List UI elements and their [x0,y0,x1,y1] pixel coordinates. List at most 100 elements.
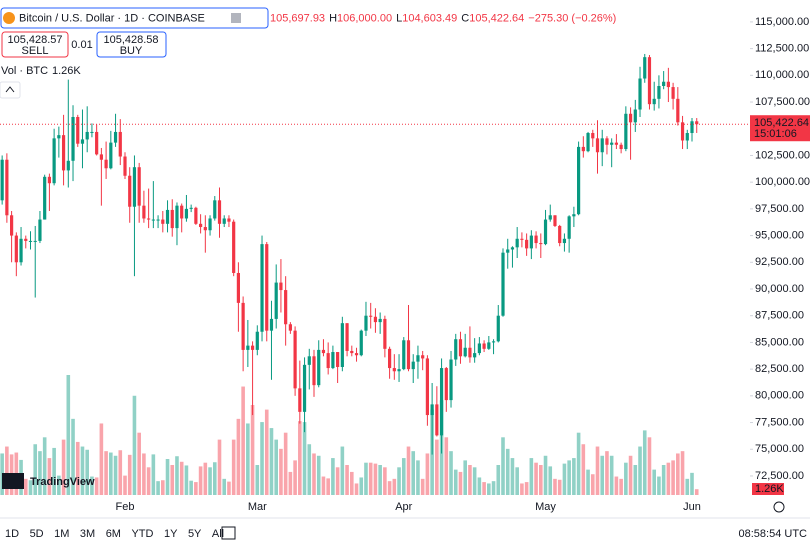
symbol-box[interactable] [0,7,269,29]
candle-body [666,81,670,88]
collapse-button[interactable] [0,81,21,99]
candle-body [180,205,184,219]
candle-body [80,139,85,144]
volume-bar [562,463,567,495]
candle-body [170,209,174,229]
candle-body [132,167,137,207]
candle-body [624,113,628,150]
candle-body [595,138,600,153]
candle-body [473,353,477,358]
candle-body [572,214,576,217]
volume-bar [170,465,175,495]
range-button[interactable]: 5D [30,528,44,540]
volume-bar [241,386,245,495]
range-button[interactable]: 5Y [188,528,202,540]
volume-bar [246,423,250,495]
buy-button[interactable] [96,31,167,58]
volume-bar [567,460,571,495]
candle-body [392,368,396,372]
candle-body [99,154,103,160]
candle-body [293,330,297,389]
candle-body [250,345,255,350]
volume-bar [52,447,56,495]
volume-bar [472,467,477,495]
range-button[interactable]: 1M [54,528,69,540]
volume-bar [312,453,316,495]
volume-legend: Vol · BTC [1,65,48,77]
range-button[interactable]: 1D [5,528,19,540]
candle-body [47,176,51,184]
y-tick-label: 95,000.00 [755,229,804,241]
volume-bar [274,439,278,495]
candle-body [525,239,529,249]
range-button[interactable]: 1Y [164,528,178,540]
volume-bar [283,432,288,495]
volume-bar [198,466,203,495]
volume-bar [487,483,491,495]
volume-bar [378,465,382,495]
candle-body [194,207,198,224]
candle-body [90,131,94,133]
volume-bar [690,472,694,495]
volume-bar [411,451,416,495]
y-tick-label: 87,500.00 [755,310,804,322]
candle-body [203,227,207,231]
volume-tag-label: 1.26K [755,483,784,495]
range-button[interactable]: All [212,528,224,540]
candle-body [383,318,387,349]
range-button[interactable]: 6M [106,528,121,540]
volume-bar [350,471,354,495]
sell-button[interactable] [1,31,69,58]
volume-bar [184,465,189,495]
y-tick-label: 102,500.00 [755,149,810,161]
candle-body [491,341,496,343]
volume-bar [406,446,411,495]
volume-bar [373,463,378,495]
candle-body [558,225,562,244]
date-range-icon[interactable] [221,526,236,540]
candle-body [633,109,637,123]
candle-body [458,339,463,357]
range-button[interactable]: YTD [131,528,153,540]
volume-bar [501,437,505,495]
candle-body [161,219,165,224]
logo-mark [2,473,24,489]
candle-body [539,243,543,245]
candle-body [444,368,448,401]
candle-body [652,98,656,105]
candle-body [454,339,458,360]
volume-bar [302,422,307,495]
volume-bar [104,451,108,495]
volume-bar [614,476,619,495]
volume-bar [250,405,255,495]
candle-body [600,138,604,153]
candle-body [246,345,250,350]
y-tick-label: 100,000.00 [755,176,810,188]
volume-bar [529,458,534,495]
candle-body [388,348,392,369]
volume-bar [368,462,373,495]
candle-body [496,315,500,342]
volume-layer [0,375,699,495]
last-price-tag [750,115,810,142]
volume-bar [600,455,605,495]
volume-bar [61,439,66,495]
volume-bar [231,439,236,495]
volume-bar [260,422,264,495]
settings-icon[interactable] [773,501,785,513]
candle-body [638,78,642,110]
candle-body [227,218,231,222]
candle-body [284,290,288,325]
volume-bar [694,489,699,495]
candle-body [156,219,160,221]
candle-body [326,353,330,369]
candle-body [123,156,127,176]
countdown: 15:01:06 [754,128,797,140]
volume-bar [189,480,193,495]
y-tick-label: 82,500.00 [755,363,804,375]
range-button[interactable]: 3M [80,528,95,540]
x-tick-label: Apr [395,501,412,513]
candle-body [118,131,122,157]
candle-body [515,238,519,248]
